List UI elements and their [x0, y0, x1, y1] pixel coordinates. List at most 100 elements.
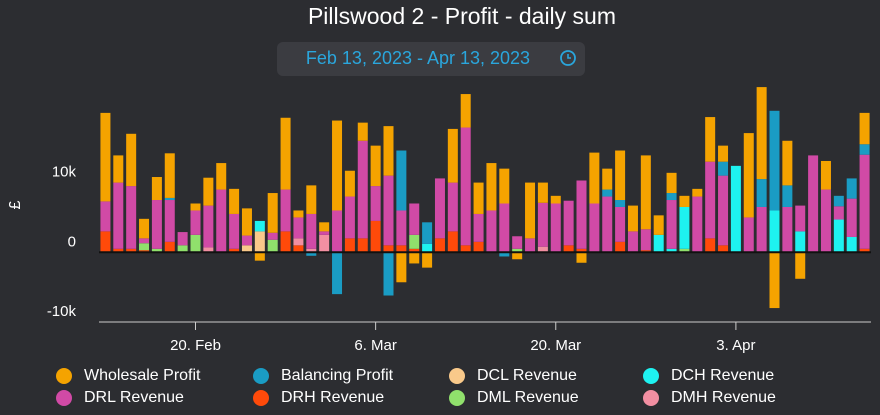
bar-segment [332, 252, 343, 295]
bar-segment [383, 126, 394, 176]
legend-label: Wholesale Profit [84, 367, 201, 384]
legend-label: DCH Revenue [671, 367, 774, 384]
bar-segment [100, 112, 111, 202]
bar-segment [126, 133, 137, 187]
bar-segment [396, 252, 407, 283]
bar-segment [563, 200, 574, 246]
legend-label: DMH Revenue [671, 389, 776, 406]
bar-segment [190, 210, 201, 235]
bar-segment [782, 206, 793, 253]
bar-segment [447, 231, 458, 253]
bar-segment [499, 252, 510, 257]
bar-segment [396, 210, 407, 246]
bar-segment [241, 235, 252, 246]
bar-segment [293, 245, 304, 253]
bar-segment [319, 222, 330, 232]
bar-segment [357, 122, 368, 141]
bar-segment [332, 210, 343, 253]
bar-segment [808, 155, 819, 253]
bar-segment [370, 145, 381, 187]
bar-segment [216, 189, 227, 253]
bar-segment [177, 232, 188, 246]
bar-segment [820, 160, 831, 190]
bar-segment [512, 236, 523, 249]
bar-segment [846, 198, 857, 237]
bar-segment [756, 206, 767, 253]
bar-segment [525, 238, 536, 253]
bar-segment [756, 179, 767, 207]
bar-segment [563, 245, 574, 253]
y-tick-label: 0 [68, 233, 76, 250]
bar-segment [267, 232, 278, 240]
bar-segment [705, 161, 716, 239]
legend-label: Balancing Profit [281, 367, 394, 384]
bar-segment [434, 178, 445, 239]
legend-marker [56, 368, 72, 384]
bar-segment [306, 185, 317, 214]
bar-segment [254, 231, 265, 253]
x-tick-label: 6. Mar [354, 337, 397, 354]
bar-segment [486, 163, 497, 211]
bar-segment [537, 246, 548, 253]
bar-segment [422, 252, 433, 268]
bar-segment [229, 188, 240, 214]
bar-segment [306, 252, 317, 256]
bar-segment [795, 205, 806, 232]
bar-segment [280, 189, 291, 232]
bar-segment [280, 117, 291, 190]
bar-segment [139, 250, 150, 253]
bar-segment [357, 140, 368, 239]
date-range[interactable]: Feb 13, 2023 - Apr 13, 2023 [306, 48, 530, 68]
bar-segment [743, 217, 754, 253]
bar-segment [344, 238, 355, 253]
bar-segment [383, 245, 394, 253]
bar-segment [627, 231, 638, 253]
bar-segment [409, 252, 420, 264]
bar-segment [576, 180, 587, 249]
clock-icon[interactable] [560, 50, 576, 66]
legend-label: DRH Revenue [281, 389, 384, 406]
bar-segment [499, 203, 510, 253]
bar-segment [602, 196, 613, 253]
bar-segment [473, 213, 484, 242]
bar-segment [100, 231, 111, 253]
bar-segment [139, 218, 150, 239]
bar-segment [679, 248, 690, 253]
bar-segment [666, 248, 677, 253]
bar-segment [486, 210, 497, 253]
bar-segment [396, 245, 407, 253]
bar-segment [576, 248, 587, 253]
bar-segment [602, 168, 613, 190]
bar-segment [859, 112, 870, 145]
bar-segment [859, 154, 870, 249]
bar-segment [718, 245, 729, 253]
bar-segment [782, 185, 793, 207]
bar-segment [229, 248, 240, 253]
legend-marker [643, 390, 659, 406]
bar-segment [769, 252, 780, 309]
bar-segment [344, 196, 355, 239]
bar-segment [615, 206, 626, 242]
legend-label: DML Revenue [477, 389, 579, 406]
bar-segment [460, 127, 471, 246]
bar-segment [216, 163, 227, 190]
date-range-box[interactable] [277, 42, 585, 76]
bar-segment [409, 234, 420, 249]
bar-segment [692, 188, 703, 197]
bar-segment [525, 182, 536, 239]
bar-segment [640, 155, 651, 230]
bar-segment [460, 245, 471, 253]
bar-segment [306, 213, 317, 249]
bar-segment [254, 220, 265, 232]
bar-segment [151, 200, 162, 249]
bar-segment [100, 201, 111, 232]
bar-segment [177, 245, 188, 253]
bar-segment [203, 177, 214, 206]
bar-segment [370, 186, 381, 221]
bar-segment [383, 252, 394, 296]
bar-segment [126, 186, 137, 249]
bar-segment [409, 248, 420, 253]
bar-segment [139, 238, 150, 244]
bar-segment [409, 203, 420, 235]
bar-segment [537, 202, 548, 247]
